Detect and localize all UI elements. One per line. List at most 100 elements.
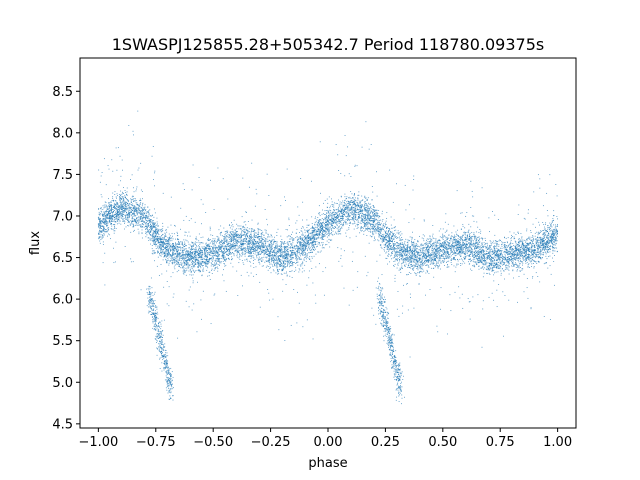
data-point (179, 254, 181, 256)
data-point (162, 259, 164, 261)
data-point (499, 265, 500, 267)
data-point (158, 234, 160, 235)
data-point (174, 250, 176, 252)
data-point (523, 245, 525, 247)
data-point (551, 242, 552, 244)
data-point (399, 236, 400, 238)
data-point (146, 211, 148, 213)
data-point (322, 227, 324, 229)
data-point (177, 256, 179, 257)
data-point (268, 246, 270, 248)
data-point (293, 238, 295, 239)
data-point (99, 223, 101, 225)
data-point (133, 220, 135, 222)
data-point (350, 200, 351, 202)
data-point (224, 235, 226, 237)
data-point (439, 246, 441, 248)
data-point (530, 242, 531, 243)
data-point (119, 210, 120, 211)
data-point (528, 258, 530, 260)
data-point (315, 253, 317, 255)
data-point (510, 245, 511, 247)
data-point (216, 246, 218, 248)
data-point (189, 244, 191, 246)
data-point (456, 264, 458, 266)
data-point (357, 198, 359, 200)
data-point (264, 250, 266, 252)
data-point (307, 243, 309, 245)
data-point (481, 239, 483, 241)
data-point (383, 247, 385, 249)
data-point (125, 218, 127, 220)
data-point (514, 264, 515, 266)
data-point (190, 258, 192, 260)
data-point (429, 257, 431, 258)
data-point (523, 255, 525, 257)
data-point (198, 271, 200, 273)
data-point (192, 248, 194, 250)
data-point (338, 220, 339, 222)
data-point (205, 243, 207, 245)
data-point (240, 249, 242, 251)
data-point (426, 239, 427, 241)
data-point (325, 230, 327, 232)
data-point (324, 210, 326, 212)
data-point (419, 259, 421, 261)
data-point (281, 244, 282, 246)
data-point (186, 240, 188, 242)
data-point (145, 229, 147, 230)
data-point (216, 263, 218, 265)
data-point (223, 242, 225, 244)
data-point (169, 240, 171, 242)
data-point (201, 249, 202, 251)
data-point (152, 234, 154, 236)
data-point (265, 249, 267, 251)
data-point (305, 234, 307, 236)
data-point (196, 258, 198, 260)
data-point (340, 196, 342, 198)
data-point (443, 262, 445, 264)
data-point (285, 255, 287, 256)
data-point (152, 241, 154, 243)
data-point (118, 211, 120, 213)
data-point (242, 226, 244, 228)
data-point (512, 261, 514, 263)
data-point (509, 260, 511, 261)
data-point (197, 261, 199, 263)
data-point (497, 255, 499, 257)
data-point (465, 249, 467, 251)
data-point (404, 252, 406, 254)
data-point (319, 231, 320, 233)
data-point (134, 229, 135, 231)
data-point (164, 236, 166, 238)
data-point (261, 238, 263, 240)
data-point (504, 237, 505, 239)
data-point (514, 238, 516, 239)
data-point (301, 244, 303, 245)
data-point (532, 236, 534, 238)
data-point (392, 249, 394, 251)
data-point (330, 219, 332, 220)
data-point (338, 222, 340, 224)
data-point (299, 255, 301, 257)
data-point (357, 209, 359, 211)
data-point (370, 224, 372, 225)
data-point (155, 230, 156, 232)
data-point (242, 239, 244, 241)
data-point (236, 237, 238, 238)
data-point (204, 247, 206, 249)
data-point (240, 240, 242, 242)
data-point (374, 219, 376, 221)
data-point (318, 225, 320, 227)
data-point (355, 209, 357, 211)
data-point (518, 238, 520, 239)
data-point (425, 256, 427, 258)
data-point (145, 232, 147, 234)
data-point (463, 243, 465, 245)
data-point (307, 247, 309, 249)
data-point (552, 234, 553, 236)
data-point (501, 244, 502, 246)
data-point (355, 210, 357, 212)
data-point (520, 259, 522, 261)
data-point (355, 200, 357, 202)
